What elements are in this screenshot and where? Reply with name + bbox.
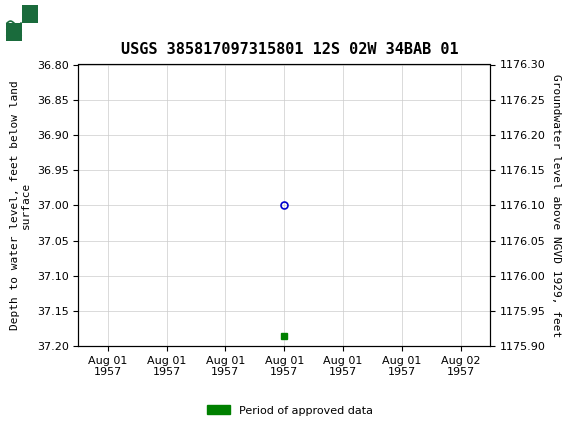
Text: USGS 385817097315801 12S 02W 34BAB 01: USGS 385817097315801 12S 02W 34BAB 01 xyxy=(121,42,459,57)
Bar xyxy=(22,5,38,23)
Legend: Period of approved data: Period of approved data xyxy=(203,401,377,420)
Y-axis label: Groundwater level above NGVD 1929, feet: Groundwater level above NGVD 1929, feet xyxy=(551,74,561,337)
Text: USGS: USGS xyxy=(42,11,119,35)
Bar xyxy=(6,5,22,23)
Bar xyxy=(22,23,38,41)
Bar xyxy=(6,23,22,41)
Y-axis label: Depth to water level, feet below land
surface: Depth to water level, feet below land su… xyxy=(9,80,31,330)
